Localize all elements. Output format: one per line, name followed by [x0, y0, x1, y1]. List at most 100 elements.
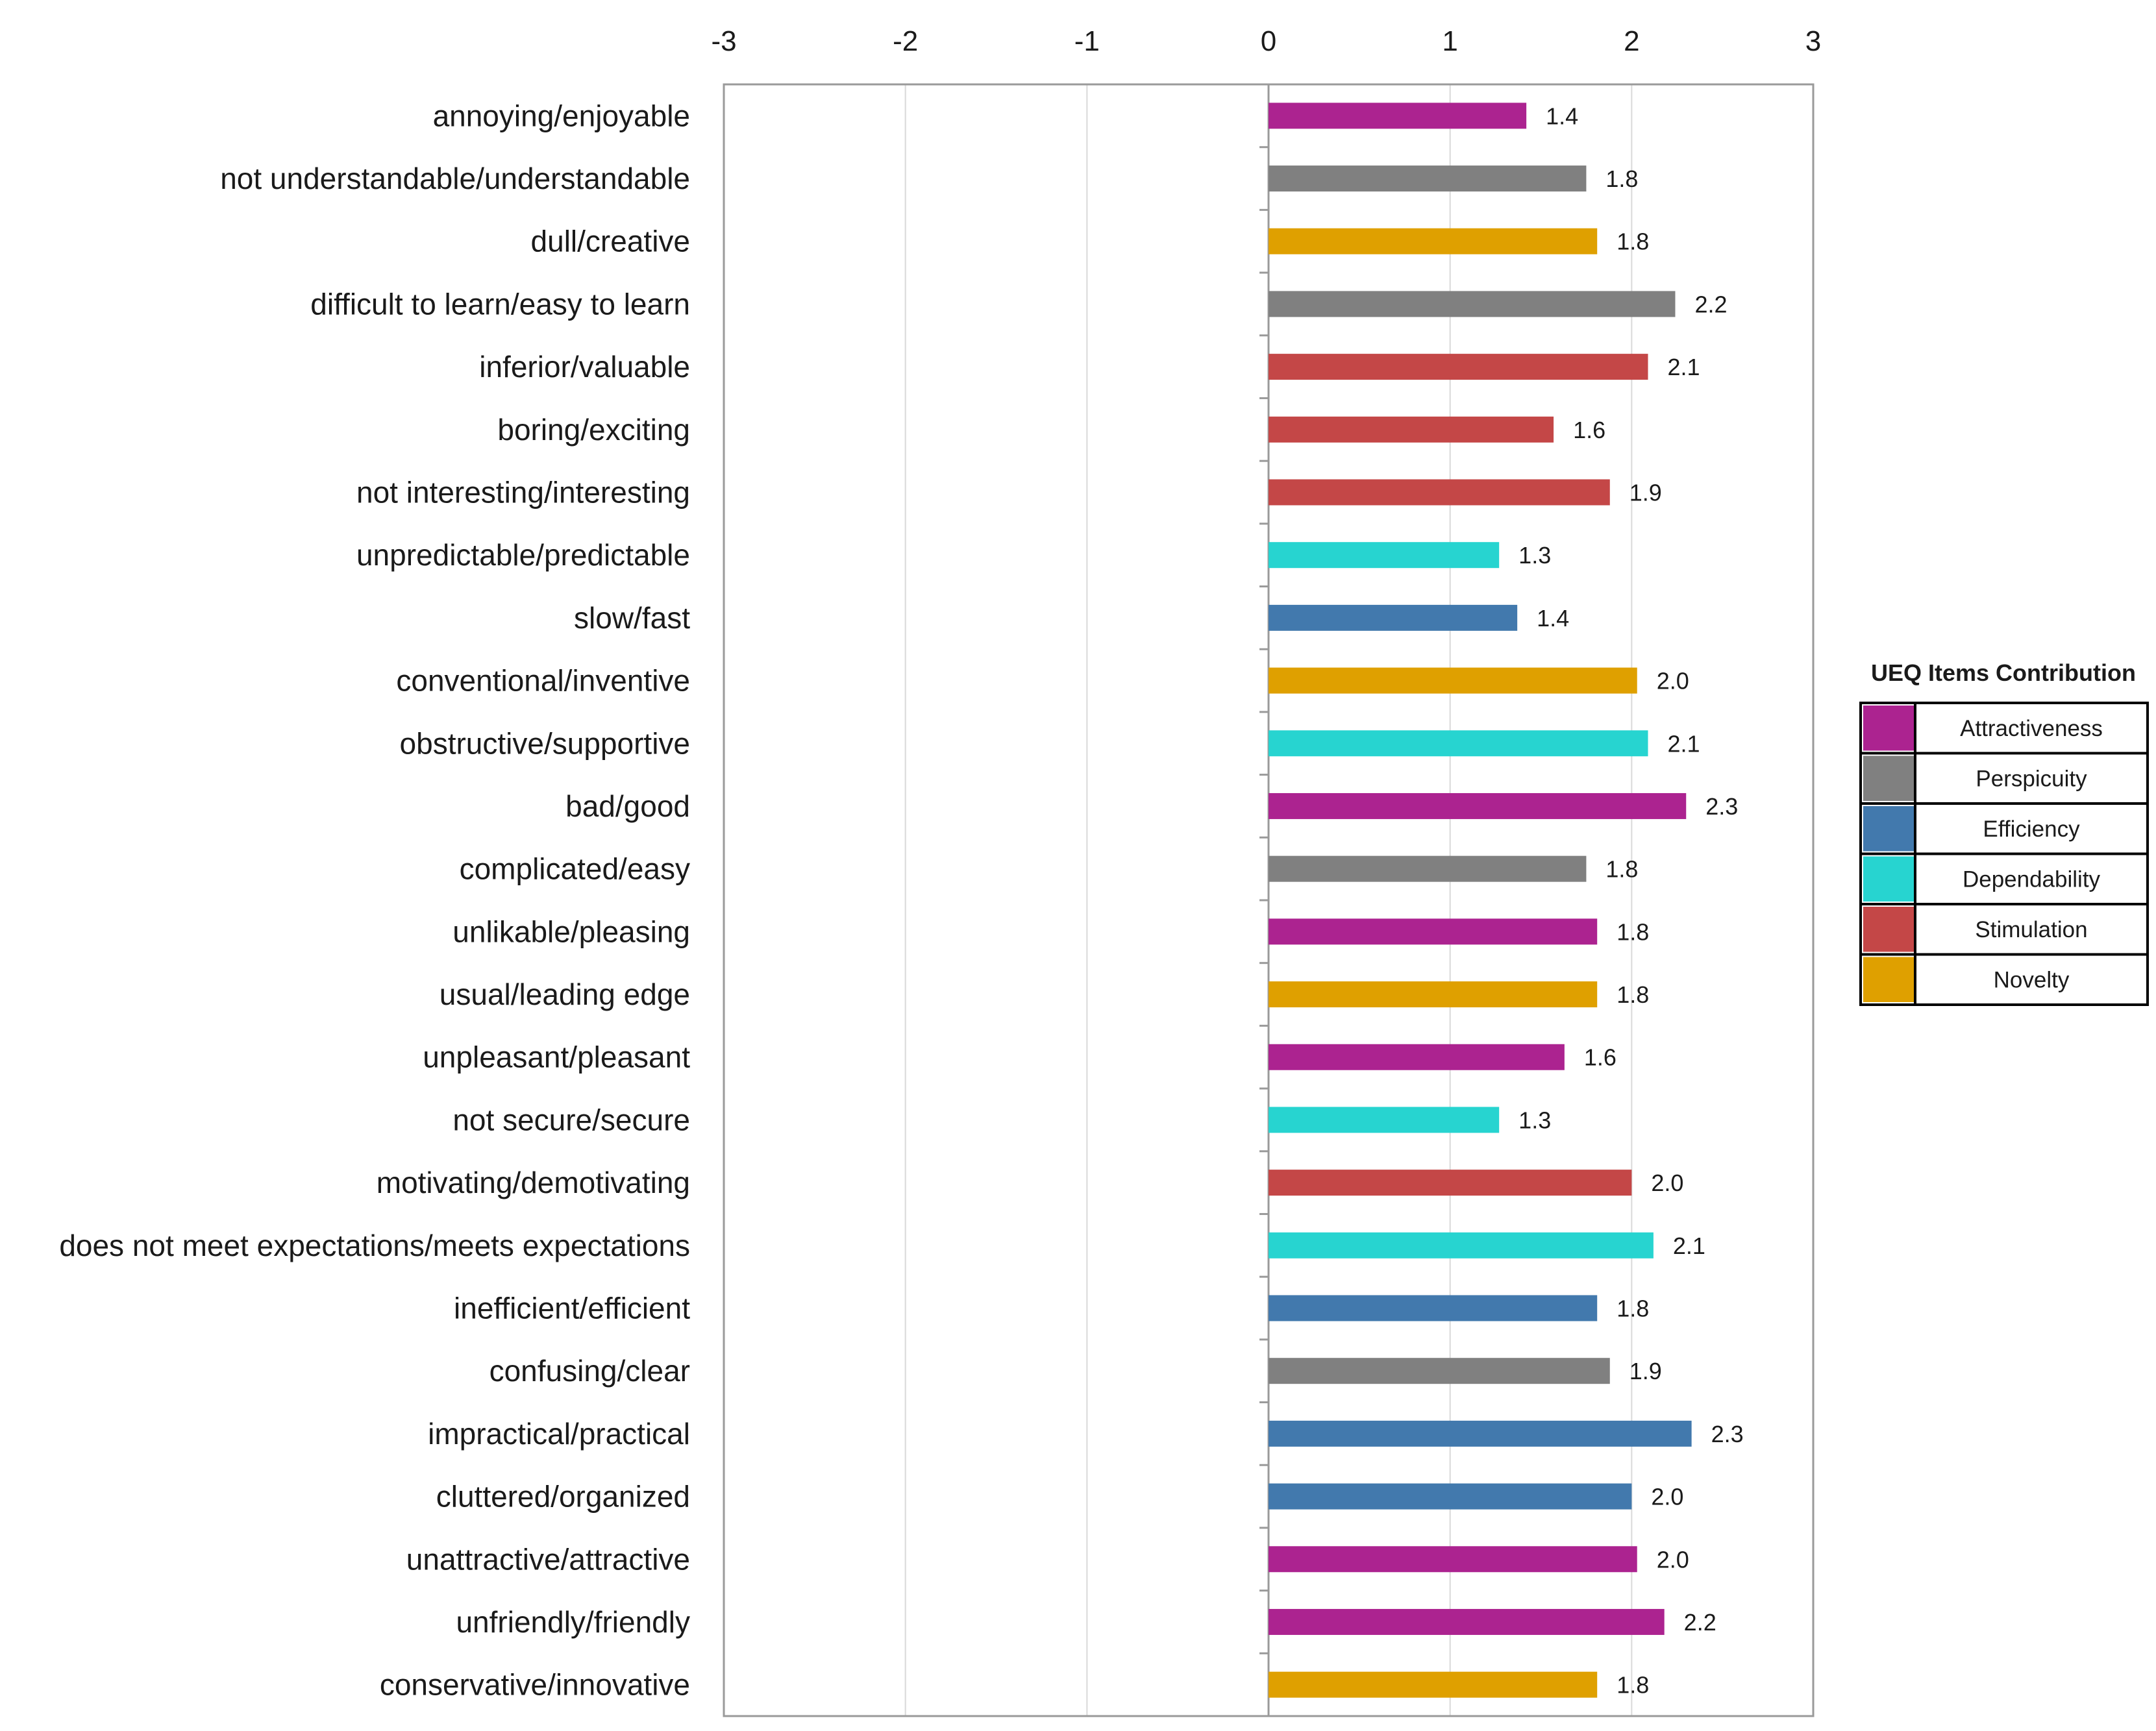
- data-label: 1.8: [1617, 1295, 1649, 1322]
- bar: [1269, 981, 1598, 1008]
- data-label: 1.8: [1617, 1672, 1649, 1699]
- category-label: bad/good: [565, 789, 690, 823]
- bar: [1269, 604, 1518, 631]
- bar: [1269, 667, 1637, 694]
- bar: [1269, 730, 1648, 757]
- legend-swatch: [1863, 806, 1914, 852]
- bar: [1269, 1546, 1637, 1573]
- bar: [1269, 542, 1500, 569]
- data-label: 1.6: [1584, 1044, 1617, 1071]
- category-label: dull/creative: [531, 225, 690, 258]
- x-tick-label: 1: [1442, 25, 1457, 57]
- data-label: 1.9: [1629, 480, 1662, 506]
- data-label: 2.3: [1711, 1421, 1744, 1447]
- data-label: 2.2: [1694, 291, 1727, 317]
- bar: [1269, 416, 1554, 443]
- legend-label: Attractiveness: [1960, 716, 2103, 741]
- data-label: 2.0: [1657, 1546, 1689, 1573]
- bar: [1269, 1170, 1632, 1196]
- x-tick-label: 3: [1805, 25, 1821, 57]
- category-label: difficult to learn/easy to learn: [310, 287, 690, 321]
- data-label: 2.0: [1657, 668, 1689, 694]
- legend-swatch: [1863, 755, 1914, 801]
- bar: [1269, 1358, 1610, 1384]
- x-tick-label: -1: [1074, 25, 1100, 57]
- axes: -3 -2 -1 0 1 2 3: [711, 25, 1821, 1717]
- category-label: unfriendly/friendly: [456, 1605, 690, 1639]
- category-label: not understandable/understandable: [220, 162, 690, 195]
- bar: [1269, 291, 1676, 317]
- legend-swatch: [1863, 907, 1914, 952]
- data-label: 1.3: [1518, 542, 1551, 569]
- data-label: 1.8: [1617, 918, 1649, 945]
- bar: [1269, 1671, 1598, 1698]
- bar: [1269, 479, 1610, 506]
- category-labels: annoying/enjoyable not understandable/und…: [59, 99, 690, 1701]
- category-label: conservative/innovative: [380, 1668, 690, 1702]
- x-tick-label: -2: [893, 25, 918, 57]
- category-label: slow/fast: [574, 601, 690, 635]
- category-label: complicated/easy: [460, 852, 690, 886]
- data-label: 2.0: [1651, 1484, 1683, 1510]
- legend-swatch: [1863, 957, 1914, 1002]
- category-label: unlikable/pleasing: [452, 915, 690, 948]
- category-label: inferior/valuable: [479, 350, 690, 384]
- data-label: 2.0: [1651, 1170, 1683, 1196]
- category-label: not secure/secure: [452, 1103, 690, 1136]
- legend-title: UEQ Items Contribution: [1871, 659, 2136, 686]
- legend-label: Novelty: [1994, 967, 2070, 992]
- data-label: 1.9: [1629, 1358, 1662, 1384]
- category-label: inefficient/efficient: [454, 1292, 690, 1325]
- bar: [1269, 166, 1587, 192]
- category-label: conventional/inventive: [396, 664, 690, 698]
- legend: UEQ Items Contribution Attractiveness Per…: [1859, 659, 2149, 1006]
- category-label: confusing/clear: [489, 1354, 690, 1388]
- bar: [1269, 103, 1527, 129]
- bar: [1269, 855, 1587, 882]
- bar: [1269, 228, 1598, 254]
- data-label: 1.6: [1573, 417, 1605, 443]
- data-label: 1.8: [1605, 856, 1638, 883]
- legend-label: Stimulation: [1975, 917, 2087, 942]
- category-label: usual/leading edge: [440, 977, 690, 1011]
- bar: [1269, 1044, 1565, 1070]
- bar: [1269, 1107, 1500, 1133]
- data-label: 2.3: [1705, 793, 1738, 820]
- data-label: 1.8: [1617, 228, 1649, 255]
- category-label: not interesting/interesting: [356, 476, 690, 509]
- category-label: unattractive/attractive: [406, 1542, 690, 1576]
- data-label: 1.4: [1546, 103, 1578, 129]
- category-label: does not meet expectations/meets expecta…: [59, 1229, 690, 1262]
- category-label: boring/exciting: [497, 413, 690, 447]
- category-label: impractical/practical: [428, 1417, 690, 1451]
- category-label: cluttered/organized: [436, 1480, 690, 1514]
- bar: [1269, 1483, 1632, 1510]
- category-label: unpredictable/predictable: [356, 538, 690, 572]
- data-label: 1.3: [1518, 1107, 1551, 1133]
- bar: [1269, 1608, 1665, 1635]
- x-tick-label: 2: [1624, 25, 1639, 57]
- bar: [1269, 918, 1598, 945]
- data-label: 2.1: [1668, 730, 1700, 757]
- data-label: 1.8: [1617, 981, 1649, 1008]
- category-label: unpleasant/pleasant: [423, 1040, 690, 1074]
- legend-label: Dependability: [1963, 866, 2101, 892]
- legend-label: Perspicuity: [1976, 766, 2087, 791]
- category-label: motivating/demotivating: [377, 1166, 690, 1199]
- data-label: 2.1: [1673, 1233, 1705, 1259]
- legend-swatch: [1863, 706, 1914, 751]
- data-label: 1.8: [1605, 166, 1638, 192]
- bars: 1.4 1.8 1.8 2.2 2.1 1.6 1.9 1.3 1.4 2.0 2.1 2.3 1.8 1…: [1269, 103, 1744, 1699]
- legend-swatch: [1863, 856, 1914, 902]
- bar: [1269, 1420, 1692, 1447]
- legend-label: Efficiency: [1983, 816, 2080, 842]
- bar: [1269, 354, 1648, 380]
- bar: [1269, 1295, 1598, 1321]
- category-label: obstructive/supportive: [400, 726, 690, 760]
- data-label: 2.2: [1684, 1609, 1716, 1636]
- x-tick-label: -3: [711, 25, 736, 57]
- data-label: 2.1: [1668, 354, 1700, 380]
- bar: [1269, 1232, 1654, 1258]
- bar: [1269, 792, 1687, 819]
